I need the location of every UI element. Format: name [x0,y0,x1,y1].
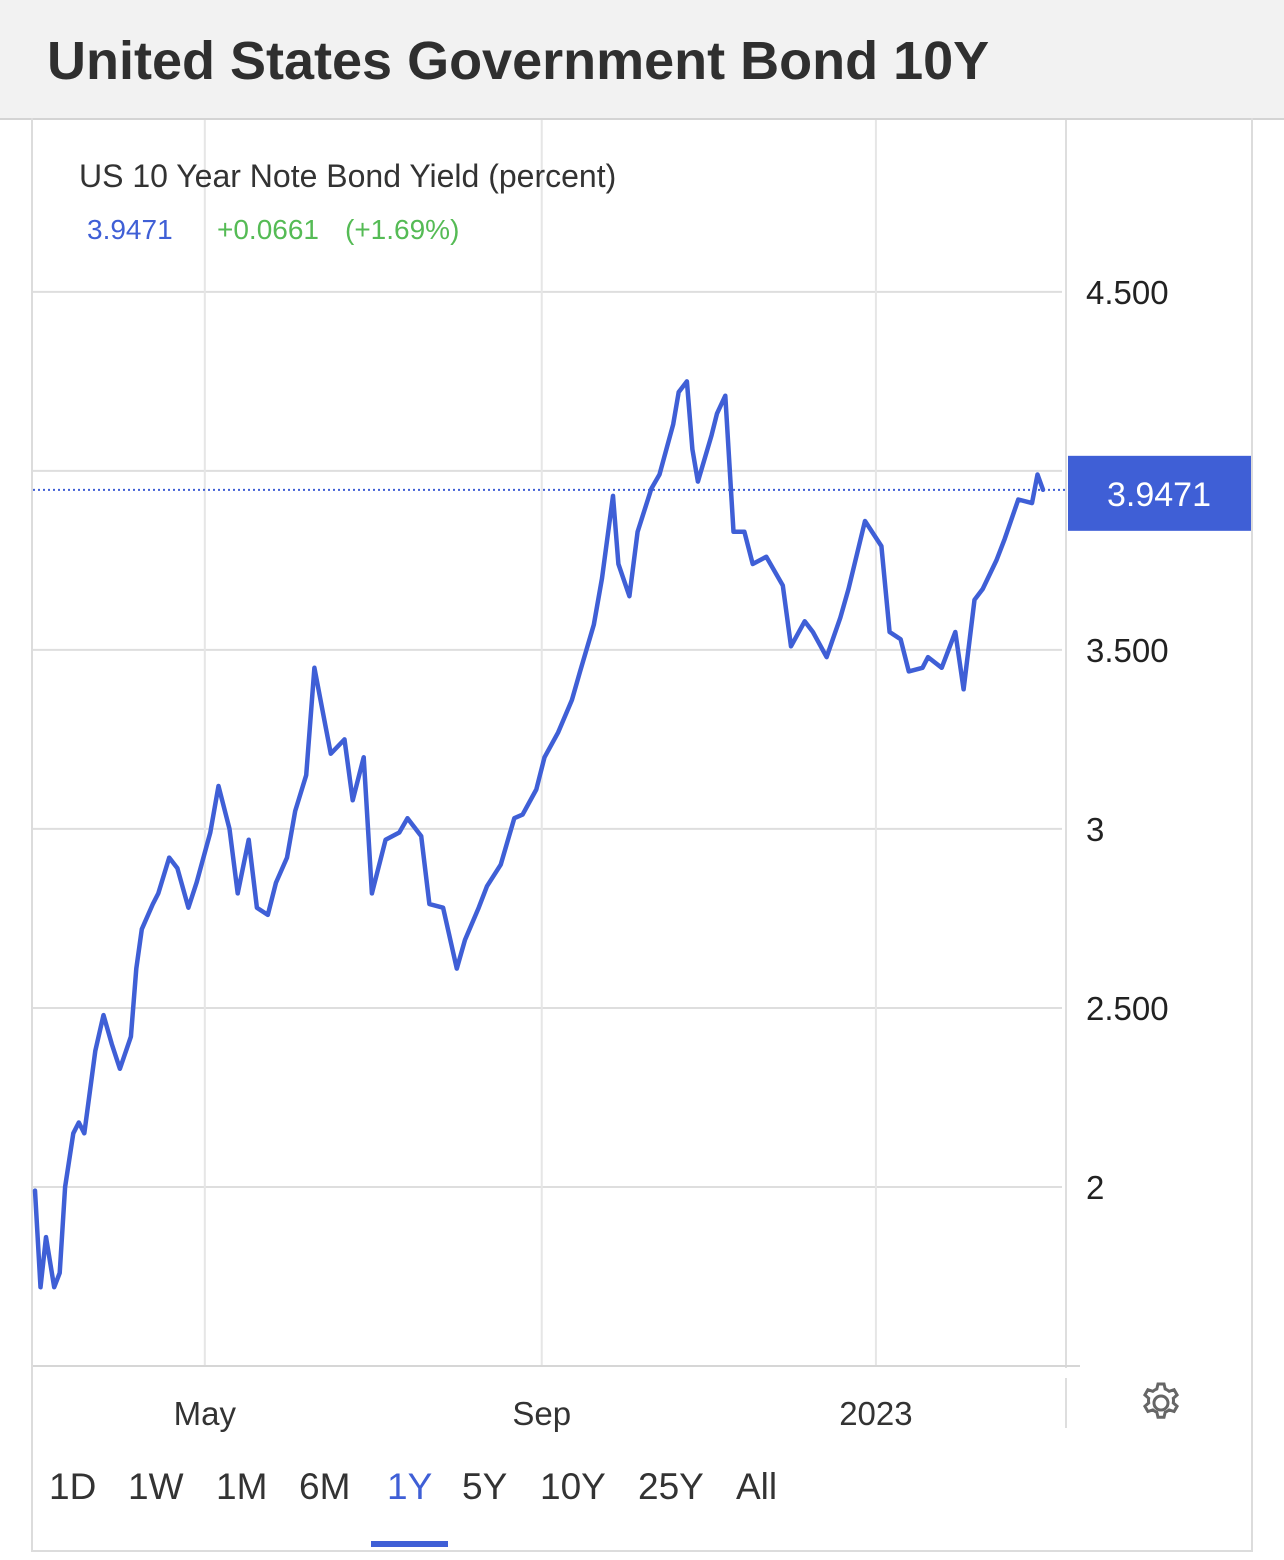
series-title: US 10 Year Note Bond Yield (percent) [79,158,617,194]
range-1m[interactable]: 1M [216,1466,268,1507]
change-percent: (+1.69%) [345,214,460,245]
y-tick-label: 4.500 [1086,274,1169,311]
y-tick-label: 2 [1086,1169,1104,1206]
y-tick-label: 3 [1086,811,1104,848]
page-header: United States Government Bond 10Y [0,0,1284,120]
x-tick-label: Sep [512,1395,571,1432]
range-25y[interactable]: 25Y [638,1466,704,1507]
y-tick-label: 3.500 [1086,632,1169,669]
range-5y[interactable]: 5Y [462,1466,508,1507]
last-value: 3.9471 [87,214,173,245]
range-1w[interactable]: 1W [128,1466,184,1507]
last-value-badge-label: 3.9471 [1107,476,1211,514]
active-range-indicator [371,1541,448,1547]
chart-card [31,118,1253,1552]
range-all[interactable]: All [736,1466,778,1507]
y-tick-label: 2.500 [1086,990,1169,1027]
range-6m[interactable]: 6M [299,1466,351,1507]
change-value: +0.0661 [217,214,319,245]
x-tick-label: May [174,1395,237,1432]
yield-series-line [32,379,1046,1290]
gear-icon[interactable] [1138,1380,1184,1426]
page-title: United States Government Bond 10Y [47,31,990,91]
range-1y[interactable]: 1Y [387,1466,433,1507]
last-value-badge [1068,455,1251,531]
x-tick-label: 2023 [839,1395,912,1432]
range-1d[interactable]: 1D [49,1466,97,1507]
range-10y[interactable]: 10Y [540,1466,606,1507]
